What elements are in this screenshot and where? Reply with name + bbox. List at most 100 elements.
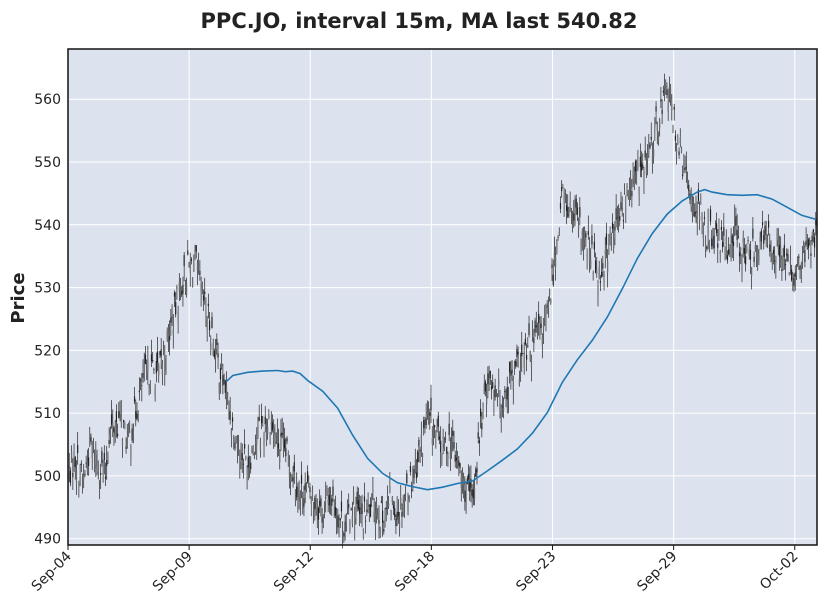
price-bar-body	[421, 453, 424, 458]
price-bar-body	[283, 439, 286, 449]
price-bar-body	[699, 215, 701, 221]
price-bar-body	[732, 241, 735, 246]
price-bar-body	[344, 521, 346, 532]
price-bar-body	[69, 470, 72, 484]
price-bar-body	[192, 277, 194, 288]
price-bar-body	[619, 215, 621, 221]
price-bar-body	[202, 295, 205, 301]
price-bar-body	[182, 284, 184, 294]
price-bar-body	[100, 472, 102, 475]
price-bar-body	[135, 411, 137, 419]
price-bar-body	[391, 496, 393, 503]
price-bar-body	[150, 354, 153, 362]
price-bar-body	[206, 320, 208, 330]
price-bar-body	[795, 270, 798, 275]
price-bar-body	[473, 488, 476, 500]
price-bar-body	[580, 242, 582, 247]
price-bar-body	[757, 249, 759, 262]
price-bar-body	[504, 390, 506, 393]
price-bar-body	[671, 103, 673, 111]
price-bar-body	[594, 260, 597, 273]
price-bar-body	[432, 430, 435, 436]
price-bar-body	[345, 514, 347, 524]
price-bar-body	[469, 481, 471, 492]
price-bar-body	[758, 255, 760, 262]
price-bar-body	[204, 291, 206, 295]
price-bar-body	[759, 237, 761, 243]
price-bar-body	[644, 150, 646, 158]
price-bar-body	[406, 473, 408, 484]
price-bar-body	[493, 397, 495, 401]
price-bar-body	[743, 248, 745, 254]
price-bar-body	[609, 232, 611, 242]
price-bar-body	[801, 258, 804, 263]
price-bar-body	[383, 528, 385, 532]
price-bar-body	[764, 225, 766, 235]
price-bar-body	[630, 179, 632, 189]
price-bar-body	[73, 453, 75, 465]
price-bar-body	[700, 202, 702, 204]
price-bar-body	[178, 282, 180, 292]
price-bar-body	[413, 469, 415, 478]
price-bar-body	[314, 498, 316, 510]
price-bar-body	[455, 457, 458, 461]
price-bar-body	[363, 496, 366, 502]
price-bar-body	[500, 412, 502, 423]
price-bar-body	[800, 264, 802, 268]
price-bar-body	[259, 439, 261, 451]
price-bar-body	[108, 439, 110, 445]
price-bar-body	[248, 465, 251, 469]
price-bar-body	[392, 505, 395, 509]
price-bar-body	[711, 238, 713, 247]
price-bar-body	[722, 241, 724, 248]
price-bar-body	[378, 519, 380, 524]
price-bar-body	[637, 162, 639, 168]
price-bar-body	[503, 408, 505, 411]
price-bar-body	[558, 231, 560, 235]
price-bar-body	[766, 240, 768, 242]
price-bar-body	[218, 382, 220, 395]
price-bar-body	[190, 259, 193, 261]
price-bar-body	[747, 240, 749, 242]
price-bar-body	[138, 390, 140, 393]
price-bar-body	[306, 471, 309, 482]
x-tick-label: Sep-18	[392, 549, 438, 595]
price-bar-body	[615, 208, 617, 221]
price-bar-body	[760, 230, 762, 242]
price-bar-body	[343, 532, 345, 537]
price-bar-body	[254, 441, 257, 445]
price-bar-body	[682, 174, 684, 177]
price-bar-body	[181, 290, 183, 295]
price-bar-body	[212, 343, 214, 356]
price-bar-body	[667, 102, 669, 113]
price-bar-body	[313, 502, 315, 512]
price-bar-body	[373, 511, 375, 519]
price-bar-body	[75, 471, 78, 484]
price-bar-body	[674, 135, 677, 141]
price-bar-body	[379, 526, 381, 531]
plot-area	[68, 49, 817, 545]
price-bar-body	[627, 190, 629, 197]
plot-frame	[67, 48, 818, 546]
price-bar-body	[646, 154, 649, 161]
price-bar-body	[176, 287, 178, 289]
price-bar-body	[790, 269, 793, 281]
price-bar-body	[483, 384, 485, 394]
price-bar-body	[282, 435, 284, 445]
price-bar-body	[513, 364, 516, 370]
price-bar-body	[268, 415, 270, 420]
price-bar-body	[106, 459, 108, 467]
price-bar-body	[797, 256, 799, 264]
price-bar-body	[233, 443, 235, 445]
price-bar-body	[532, 327, 534, 330]
price-bar-body	[149, 383, 151, 388]
price-bar-body	[550, 299, 552, 303]
price-bar-body	[812, 229, 814, 232]
price-bar-body	[447, 456, 449, 459]
price-bar-body	[754, 245, 756, 250]
x-tick-label: Sep-04	[29, 548, 75, 594]
price-bar-body	[331, 498, 333, 506]
price-bar-body	[639, 156, 641, 168]
price-bar-body	[258, 417, 260, 421]
price-bar-body	[655, 106, 657, 112]
